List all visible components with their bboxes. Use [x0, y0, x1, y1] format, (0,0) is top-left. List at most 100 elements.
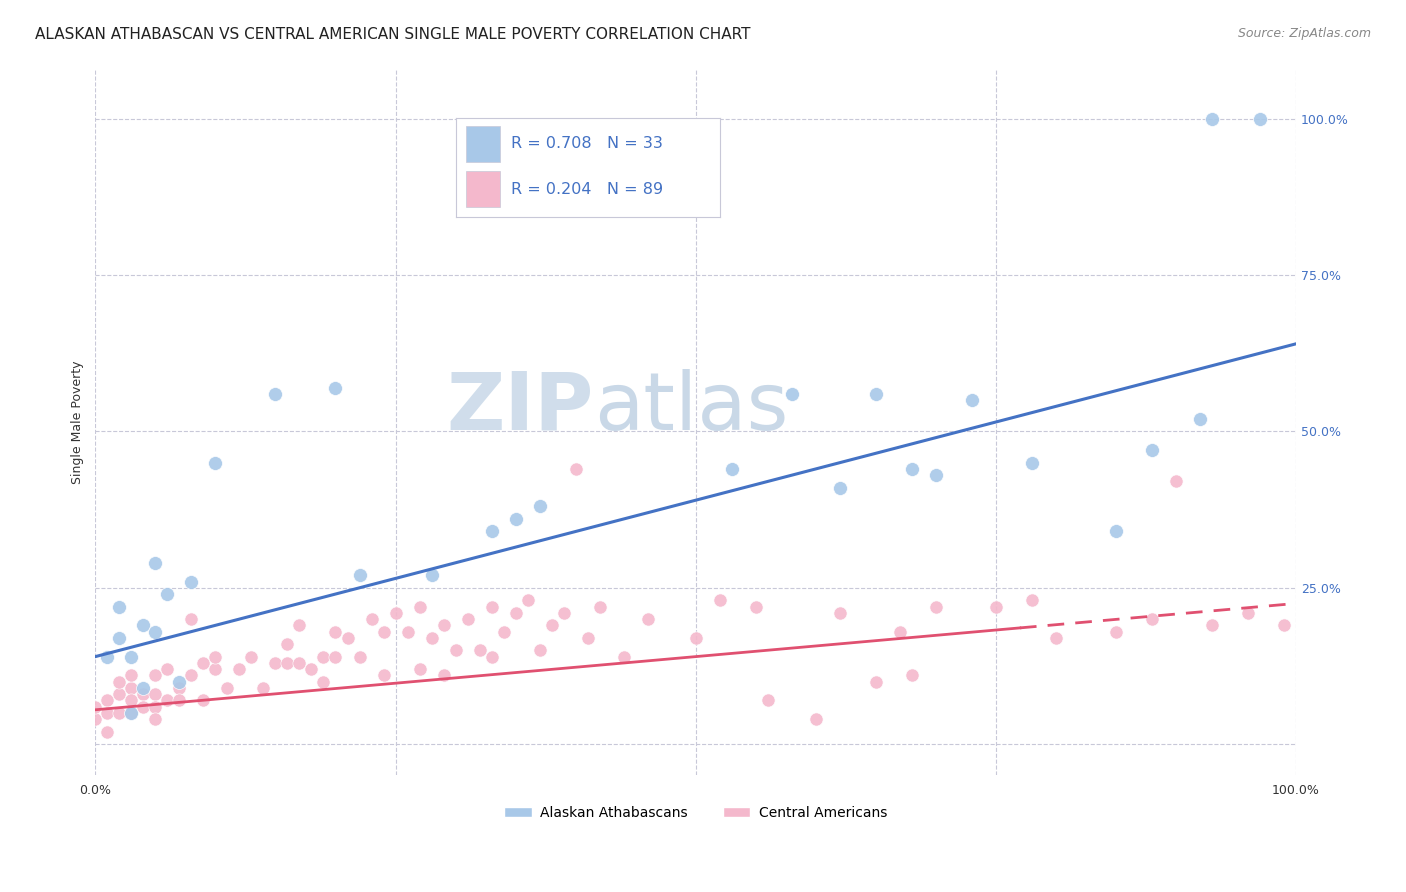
- Point: [1164, 475, 1187, 489]
- Point: [1201, 618, 1223, 632]
- Point: [613, 649, 636, 664]
- Point: [889, 624, 911, 639]
- Text: ALASKAN ATHABASCAN VS CENTRAL AMERICAN SINGLE MALE POVERTY CORRELATION CHART: ALASKAN ATHABASCAN VS CENTRAL AMERICAN S…: [35, 27, 751, 42]
- Point: [828, 481, 851, 495]
- Point: [132, 699, 155, 714]
- Point: [132, 618, 155, 632]
- Point: [204, 456, 226, 470]
- Point: [432, 668, 454, 682]
- Point: [180, 612, 202, 626]
- Point: [984, 599, 1007, 614]
- Point: [529, 500, 551, 514]
- Point: [108, 687, 131, 701]
- Point: [180, 668, 202, 682]
- Point: [145, 687, 167, 701]
- Point: [1237, 606, 1260, 620]
- Point: [301, 662, 323, 676]
- Point: [901, 462, 924, 476]
- Point: [204, 649, 226, 664]
- Point: [252, 681, 274, 695]
- Point: [108, 674, 131, 689]
- Point: [1272, 618, 1295, 632]
- Point: [804, 712, 827, 726]
- Point: [96, 706, 118, 720]
- Point: [481, 599, 503, 614]
- Point: [276, 656, 298, 670]
- Point: [745, 599, 768, 614]
- Point: [360, 612, 382, 626]
- Point: [1140, 443, 1163, 458]
- Point: [420, 631, 443, 645]
- Point: [349, 649, 371, 664]
- Point: [264, 656, 287, 670]
- Point: [373, 668, 395, 682]
- Point: [288, 618, 311, 632]
- Point: [1201, 112, 1223, 126]
- Point: [96, 693, 118, 707]
- Point: [145, 699, 167, 714]
- Y-axis label: Single Male Poverty: Single Male Poverty: [72, 360, 84, 483]
- Point: [96, 724, 118, 739]
- Point: [264, 387, 287, 401]
- Legend: Alaskan Athabascans, Central Americans: Alaskan Athabascans, Central Americans: [499, 800, 893, 825]
- Point: [132, 687, 155, 701]
- Point: [217, 681, 239, 695]
- Point: [96, 649, 118, 664]
- Point: [925, 599, 948, 614]
- Point: [169, 674, 191, 689]
- Point: [132, 681, 155, 695]
- Point: [960, 393, 983, 408]
- Point: [468, 643, 491, 657]
- Point: [156, 587, 179, 601]
- Point: [564, 462, 586, 476]
- Point: [193, 656, 215, 670]
- Point: [169, 693, 191, 707]
- Point: [156, 662, 179, 676]
- Point: [1140, 612, 1163, 626]
- Point: [169, 681, 191, 695]
- Point: [492, 624, 515, 639]
- Point: [432, 618, 454, 632]
- Point: [108, 599, 131, 614]
- Point: [145, 712, 167, 726]
- Point: [1189, 412, 1212, 426]
- Point: [120, 706, 142, 720]
- Point: [588, 599, 610, 614]
- Point: [901, 668, 924, 682]
- Point: [228, 662, 250, 676]
- Point: [193, 693, 215, 707]
- Point: [481, 524, 503, 539]
- Point: [120, 668, 142, 682]
- Point: [505, 606, 527, 620]
- Point: [637, 612, 659, 626]
- Point: [780, 387, 803, 401]
- Text: atlas: atlas: [593, 369, 787, 447]
- Point: [505, 512, 527, 526]
- Point: [481, 649, 503, 664]
- Point: [349, 568, 371, 582]
- Point: [373, 624, 395, 639]
- Text: Source: ZipAtlas.com: Source: ZipAtlas.com: [1237, 27, 1371, 40]
- Point: [865, 674, 887, 689]
- Point: [108, 706, 131, 720]
- Point: [325, 624, 347, 639]
- Point: [709, 593, 731, 607]
- Point: [1045, 631, 1067, 645]
- Point: [408, 662, 430, 676]
- Point: [553, 606, 575, 620]
- Point: [145, 556, 167, 570]
- Point: [444, 643, 467, 657]
- Point: [1021, 456, 1043, 470]
- Point: [457, 612, 479, 626]
- Point: [325, 381, 347, 395]
- Point: [325, 649, 347, 664]
- Text: ZIP: ZIP: [447, 369, 593, 447]
- Point: [108, 631, 131, 645]
- Point: [120, 681, 142, 695]
- Point: [925, 468, 948, 483]
- Point: [384, 606, 406, 620]
- Point: [145, 624, 167, 639]
- Point: [540, 618, 562, 632]
- Point: [756, 693, 779, 707]
- Point: [156, 693, 179, 707]
